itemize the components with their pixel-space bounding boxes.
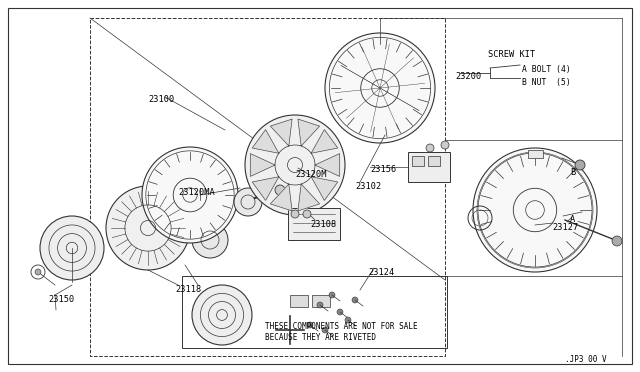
Text: SCREW KIT: SCREW KIT bbox=[488, 50, 535, 59]
Text: 23200: 23200 bbox=[455, 72, 481, 81]
Text: A: A bbox=[570, 215, 575, 224]
Ellipse shape bbox=[322, 327, 328, 333]
Ellipse shape bbox=[291, 210, 299, 218]
Ellipse shape bbox=[192, 285, 252, 345]
Ellipse shape bbox=[317, 302, 323, 308]
Text: 23118: 23118 bbox=[175, 285, 201, 294]
Text: A BOLT (4): A BOLT (4) bbox=[522, 65, 571, 74]
Polygon shape bbox=[252, 129, 279, 153]
Bar bbox=[408, 152, 450, 182]
Polygon shape bbox=[311, 129, 338, 153]
Ellipse shape bbox=[303, 210, 311, 218]
Polygon shape bbox=[250, 154, 275, 176]
Bar bbox=[528, 150, 543, 158]
Text: 23150: 23150 bbox=[48, 295, 74, 304]
Ellipse shape bbox=[426, 144, 434, 152]
Bar bbox=[90, 18, 445, 356]
Text: 23156: 23156 bbox=[370, 165, 396, 174]
Ellipse shape bbox=[40, 216, 104, 280]
Text: 23120M: 23120M bbox=[295, 170, 326, 179]
Ellipse shape bbox=[473, 148, 597, 272]
Ellipse shape bbox=[325, 33, 435, 143]
Ellipse shape bbox=[337, 309, 343, 315]
Ellipse shape bbox=[234, 188, 262, 216]
Text: 23127: 23127 bbox=[552, 223, 579, 232]
Ellipse shape bbox=[345, 317, 351, 323]
Ellipse shape bbox=[575, 160, 585, 170]
Bar bbox=[182, 276, 447, 348]
Text: 23102: 23102 bbox=[355, 182, 381, 191]
Text: .JP3 00 V: .JP3 00 V bbox=[565, 355, 607, 364]
Bar bbox=[412, 156, 424, 166]
Bar bbox=[288, 208, 340, 240]
Text: THESE COMPONENTS ARE NOT FOR SALE: THESE COMPONENTS ARE NOT FOR SALE bbox=[265, 322, 418, 331]
Polygon shape bbox=[271, 184, 292, 211]
Polygon shape bbox=[311, 177, 338, 201]
Ellipse shape bbox=[192, 222, 228, 258]
Ellipse shape bbox=[142, 147, 238, 243]
Text: BECAUSE THEY ARE RIVETED: BECAUSE THEY ARE RIVETED bbox=[265, 333, 376, 342]
Ellipse shape bbox=[35, 269, 41, 275]
Bar bbox=[290, 295, 308, 307]
Text: 23124: 23124 bbox=[368, 268, 394, 277]
Ellipse shape bbox=[245, 115, 345, 215]
Polygon shape bbox=[252, 177, 279, 201]
Text: B: B bbox=[570, 168, 575, 177]
Polygon shape bbox=[298, 119, 319, 146]
Text: 23100: 23100 bbox=[148, 95, 174, 104]
Bar bbox=[428, 156, 440, 166]
Ellipse shape bbox=[106, 186, 190, 270]
Ellipse shape bbox=[352, 297, 358, 303]
Polygon shape bbox=[298, 184, 319, 211]
Ellipse shape bbox=[329, 292, 335, 298]
Polygon shape bbox=[315, 154, 340, 176]
Text: B NUT  (5): B NUT (5) bbox=[522, 78, 571, 87]
Polygon shape bbox=[271, 119, 292, 146]
Text: 23120MA: 23120MA bbox=[178, 188, 215, 197]
Bar bbox=[312, 295, 330, 307]
Text: 23108: 23108 bbox=[310, 220, 336, 229]
Ellipse shape bbox=[612, 236, 622, 246]
Ellipse shape bbox=[307, 322, 313, 328]
Ellipse shape bbox=[441, 141, 449, 149]
Ellipse shape bbox=[275, 185, 285, 195]
